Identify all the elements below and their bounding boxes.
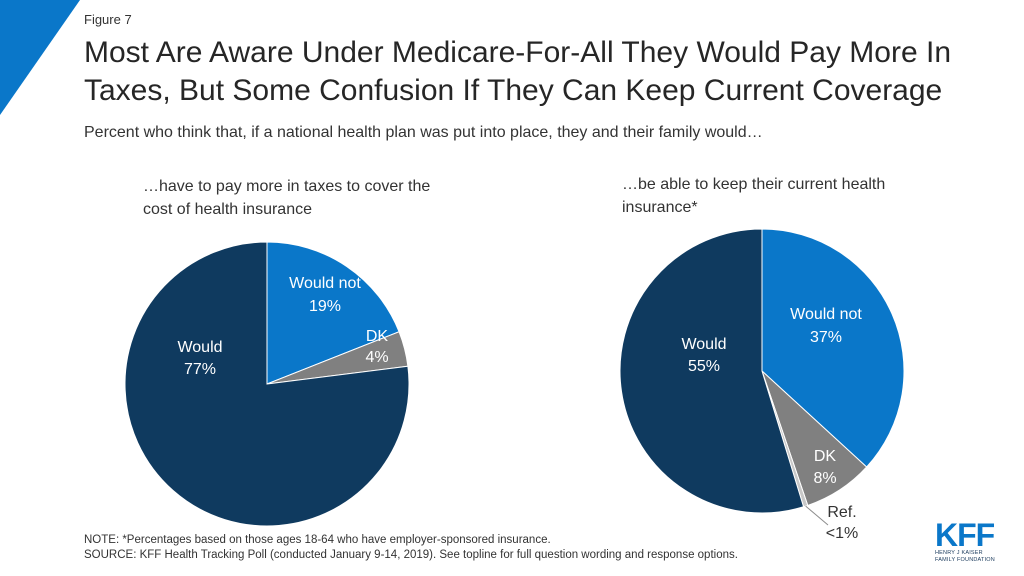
pie-heading-keep-insurance: …be able to keep their current health in… — [622, 176, 886, 216]
corner-accent-triangle — [0, 0, 80, 115]
pie-0-slice-would_not — [266, 241, 400, 385]
pie-0-label-would_not: Would not — [289, 275, 361, 292]
logo-line-1: HENRY J KAISER — [935, 550, 983, 556]
pie-1-label-would_not: Would not — [790, 306, 862, 323]
pie-1-value-ref: <1% — [826, 525, 858, 542]
pie-1-value-would: 55% — [688, 358, 720, 375]
pie-0-value-dk: 4% — [365, 349, 388, 366]
footnote: NOTE: *Percentages based on those ages 1… — [84, 533, 738, 563]
pie-1-label-dk: DK — [814, 448, 837, 465]
logo-letters: KFF — [935, 517, 995, 553]
pie-1-label-ref: Ref. — [827, 504, 856, 521]
logo-line-2: FAMILY FOUNDATION — [935, 556, 995, 563]
pie-1-label-would: Would — [681, 336, 726, 353]
pie-0-value-would: 77% — [184, 361, 216, 378]
pie-1-leader-ref — [805, 505, 829, 526]
source-text: SOURCE: KFF Health Tracking Poll (conduc… — [84, 549, 738, 561]
pie-0-label-dk: DK — [366, 328, 389, 345]
pie-1-value-dk: 8% — [813, 470, 836, 487]
pie-0-label-would: Would — [177, 339, 222, 356]
figure-label: Figure 7 — [84, 12, 132, 27]
pie-1-value-would_not: 37% — [810, 329, 842, 346]
pie-1-slice-would — [619, 228, 805, 514]
chart-subtitle: Percent who think that, if a national he… — [84, 124, 763, 141]
page-title: Most Are Aware Under Medicare-For-All Th… — [84, 36, 952, 107]
pie-0-slice-would — [124, 241, 410, 527]
kff-logo: KFF HENRY J KAISER FAMILY FOUNDATION — [935, 517, 997, 563]
pie-1-slice-would_not — [761, 228, 905, 468]
pie-heading-taxes: …have to pay more in taxes to cover the … — [143, 178, 431, 218]
pie-0-value-would_not: 19% — [309, 298, 341, 315]
note-text: NOTE: *Percentages based on those ages 1… — [84, 534, 551, 546]
